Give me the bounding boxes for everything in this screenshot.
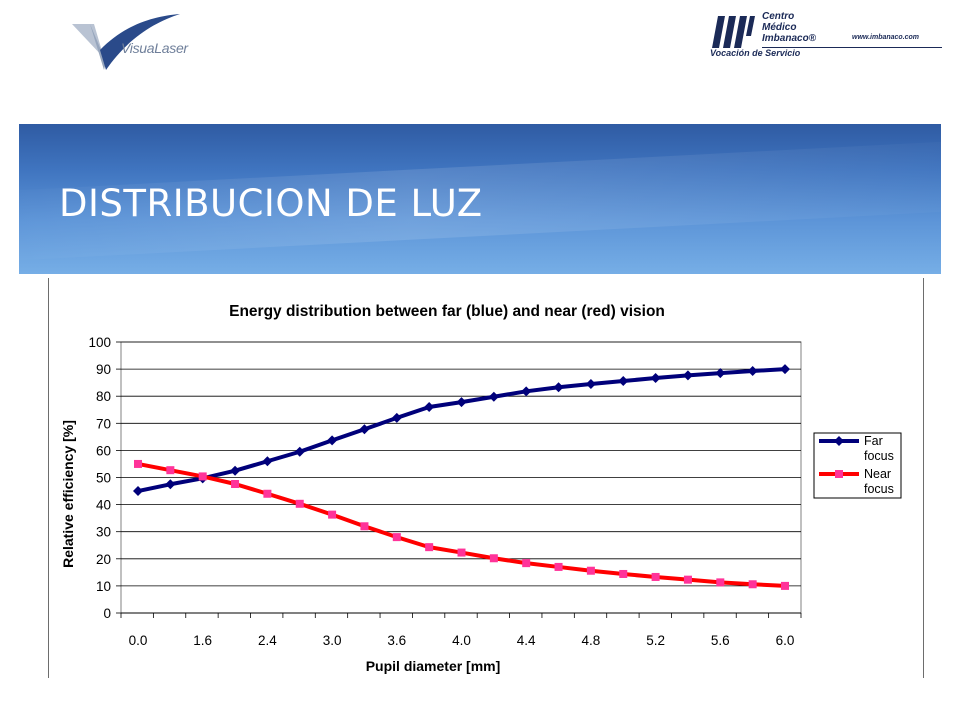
visualaser-logo-mark [72,14,180,70]
x-tick-label: 2.4 [258,633,277,648]
x-tick-label: 5.2 [646,633,665,648]
far-focus-point [359,424,370,435]
legend-box [813,432,902,499]
far-focus-point [585,379,596,390]
near-focus-point [586,566,595,575]
near-focus-point [457,548,466,557]
visualaser-logo [70,10,210,74]
imbanaco-logo: Centro Médico Imbanaco® www.imbanaco.com… [708,8,948,60]
x-tick-label: 4.8 [582,633,601,648]
y-tick-label: 60 [96,443,111,458]
far-focus-point [133,486,143,497]
near-focus-point [198,472,207,481]
y-tick-label: 30 [96,525,111,540]
far-focus-point [553,382,564,393]
imbanaco-url: www.imbanaco.com [852,34,920,41]
far-focus-point [262,456,273,467]
far-focus-point [747,365,758,376]
y-tick-label: 10 [96,579,111,594]
near-focus-point [328,510,337,519]
near-focus-point [231,480,240,489]
y-tick-label: 0 [103,606,111,621]
title-banner: DISTRIBUCION DE LUZ [19,124,941,274]
far-focus-point [682,370,693,381]
near-focus-point [489,554,498,563]
y-axis-label: Relative efficiency [%] [60,420,76,568]
far-focus-point [488,391,499,402]
y-tick-label: 70 [96,416,111,431]
y-tick-label: 20 [96,552,111,567]
legend-label: Near [864,467,891,481]
slide-title: DISTRIBUCION DE LUZ [59,182,483,225]
near-focus-point [748,580,757,589]
imbanaco-name-line-2: Médico [762,22,797,33]
near-focus-point [651,572,660,581]
y-tick-label: 90 [96,362,111,377]
far-focus-point [650,373,661,384]
imbanaco-divider [762,47,942,48]
x-tick-label: 6.0 [776,633,795,648]
imbanaco-logo-mark [712,16,755,48]
far-focus-point [456,397,467,408]
legend-label: focus [864,449,894,463]
near-focus-point [619,569,628,578]
visualaser-logo-text: VisuaLaser [121,40,188,56]
legend-label: Far [864,434,883,448]
legend-marker [834,436,844,446]
near-focus-point [295,499,304,508]
far-focus-point [230,465,241,476]
near-focus-point [554,562,563,571]
y-tick-label: 80 [96,389,111,404]
far-focus-point [294,446,305,457]
near-focus-point [263,489,272,498]
far-focus-point [780,364,790,375]
near-focus-point [683,575,692,584]
legend-label: focus [864,482,894,496]
imbanaco-logo-name: Centro Médico Imbanaco® [762,11,852,44]
x-tick-label: 3.0 [323,633,342,648]
x-tick-label: 0.0 [129,633,148,648]
near-focus-point [716,578,725,587]
x-tick-label: 1.6 [193,633,212,648]
far-focus-point [165,479,176,490]
far-focus-point [391,412,402,423]
far-focus-point [327,435,338,446]
far-focus-point [424,402,435,413]
x-tick-label: 4.4 [517,633,536,648]
far-focus-point [521,386,532,397]
x-tick-label: 5.6 [711,633,730,648]
far-focus-point [618,376,629,387]
near-focus-point [781,581,789,590]
x-tick-label: 3.6 [387,633,406,648]
chart-title: Energy distribution between far (blue) a… [229,303,665,320]
y-tick-label: 50 [96,471,111,486]
x-tick-label: 4.0 [452,633,471,648]
imbanaco-tagline: Vocación de Servicio [710,48,801,58]
y-tick-label: 40 [96,498,111,513]
imbanaco-name-line-1: Centro [762,11,795,22]
y-tick-label: 100 [88,335,111,350]
energy-distribution-chart: Energy distribution between far (blue) a… [60,303,902,674]
chart-frame: Energy distribution between far (blue) a… [48,278,924,678]
far-focus-point [715,368,726,379]
near-focus-point [392,533,401,542]
imbanaco-name-line-3: Imbanaco® [762,33,817,44]
near-focus-point [166,466,175,475]
near-focus-point [522,559,531,568]
x-axis-label: Pupil diameter [mm] [366,658,501,674]
near-focus-point [360,522,369,531]
near-focus-point [134,459,142,468]
near-focus-point [425,543,434,552]
legend-marker [835,470,843,478]
